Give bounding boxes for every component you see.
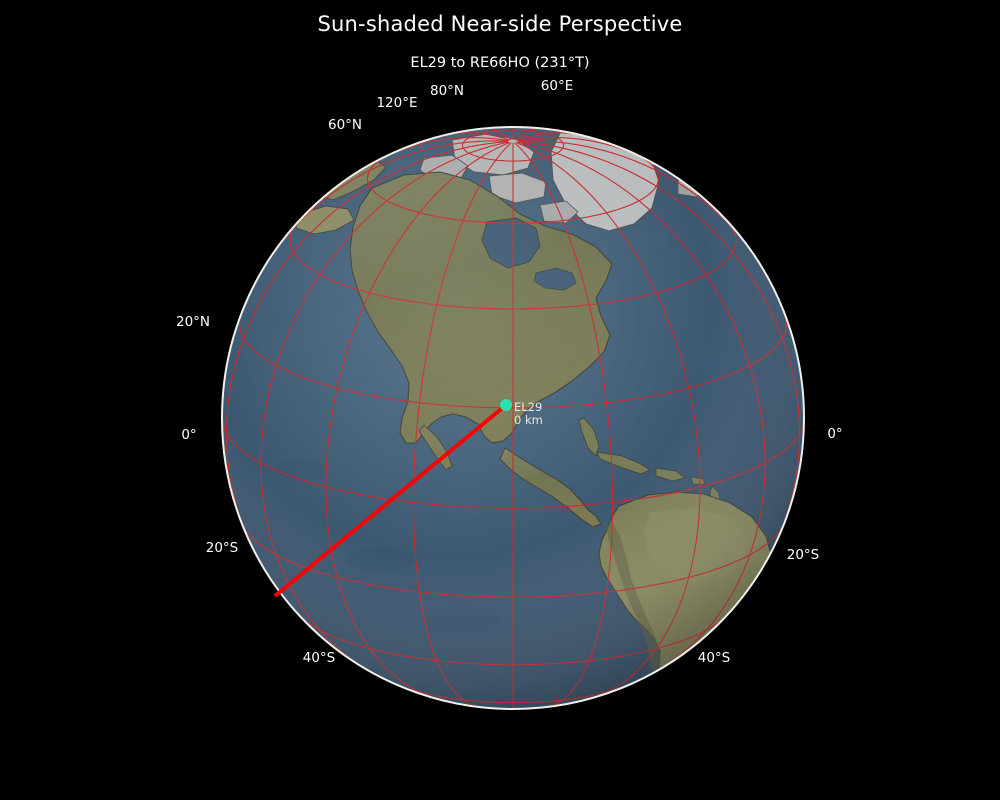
marker-label-el29: EL29 0 km — [514, 401, 543, 427]
graticule-label: 80°N — [429, 83, 465, 99]
graticule-label: 20°S — [205, 540, 239, 556]
graticule-label: 0° — [181, 427, 197, 443]
graticule-label: 40°S — [697, 650, 731, 666]
graticule-label: 20°N — [175, 314, 211, 330]
graticule-label: 120°E — [376, 95, 418, 111]
patagonia — [655, 685, 675, 707]
graticule-label: 60°E — [540, 78, 574, 94]
globe-limb — [221, 126, 805, 710]
great-circle-path — [273, 403, 508, 598]
page-title: Sun-shaded Near-side Perspective — [317, 12, 683, 36]
figure-subtitle: EL29 to RE66HO (231°T) — [410, 55, 590, 71]
graticule-label: 20°S — [786, 547, 820, 563]
graticule-label: 0° — [827, 426, 843, 442]
marker-el29[interactable] — [500, 399, 512, 411]
graticule-label: 40°S — [302, 650, 336, 666]
sun-shading-overlay — [222, 127, 804, 709]
marker-distance: 0 km — [514, 413, 543, 427]
graticule-label: 60°N — [327, 117, 363, 133]
marker-name: EL29 — [514, 400, 543, 414]
landmasses — [222, 127, 804, 709]
